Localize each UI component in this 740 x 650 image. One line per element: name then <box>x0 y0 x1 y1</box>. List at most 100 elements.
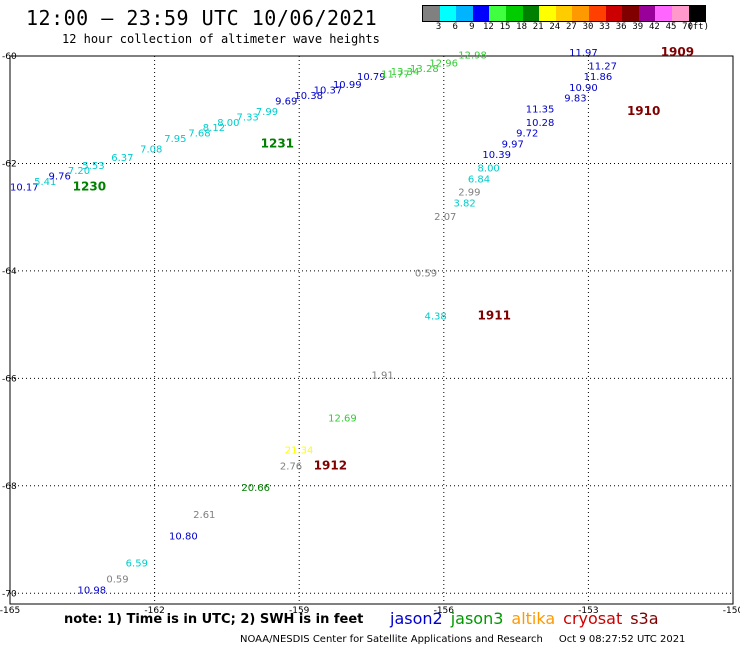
swh-value-label: 0.59 <box>106 575 128 586</box>
pass-time-label: 1911 <box>478 308 511 322</box>
color-scale-label: (ft) <box>687 22 710 32</box>
swh-value-label: 10.17 <box>10 182 39 193</box>
swh-value-label: 7.20 <box>68 166 90 177</box>
swh-value-label: 7.08 <box>140 145 162 156</box>
color-scale-label: 39 <box>632 22 644 32</box>
swh-value-label: 11.86 <box>584 72 613 83</box>
swh-value-label: 10.39 <box>482 150 511 161</box>
color-swatch <box>688 6 706 21</box>
color-swatch <box>439 6 457 21</box>
swh-value-label: 11.97 <box>569 48 598 59</box>
map-grid <box>10 56 733 604</box>
swh-value-label: 12.69 <box>328 413 357 424</box>
swh-value-label: 10.98 <box>77 585 106 596</box>
footer-credit: NOAA/NESDIS Center for Satellite Applica… <box>240 634 543 645</box>
color-scale-label: 6 <box>452 22 458 32</box>
swh-value-label: 11.77 <box>381 69 410 80</box>
swh-value-label: 9.97 <box>502 139 524 150</box>
swh-value-label: 20.66 <box>241 483 270 494</box>
axis-ticks: -165 -162 -159 -156 -153 -150 -60 -62 -64 -66 -68 -… <box>0 52 740 616</box>
swh-value-label: 9.83 <box>564 94 586 105</box>
color-scale-label: 18 <box>516 22 528 32</box>
swh-value-label: 10.99 <box>333 80 362 91</box>
swh-value-label: 2.76 <box>280 462 302 473</box>
color-scale-label: 27 <box>565 22 577 32</box>
color-scale-label: 12 <box>482 22 494 32</box>
swh-value-label: 2.07 <box>434 212 456 223</box>
color-scale-labels: 3 6 9 12 15 18 21 24 27 30 33 36 39 42 45 70 (ft) <box>422 22 740 34</box>
map-frame <box>9 55 734 605</box>
swh-value-label: 9.69 <box>275 96 297 107</box>
legend-jason3: jason3 <box>450 609 504 628</box>
swh-value-label: 11.27 <box>588 61 617 72</box>
lon-tick-label: -153 <box>578 606 598 616</box>
color-swatch <box>489 6 506 21</box>
pass-labels: 1909 1910 1230 1231 1911 1912 <box>73 45 694 473</box>
swh-value-label: 7.68 <box>188 129 210 140</box>
color-swatch <box>505 6 523 21</box>
color-scale-bar <box>422 5 707 22</box>
satellite-legend: jason2 jason3 altika cryosat s3a <box>390 609 667 628</box>
swh-value-label: 13.28 <box>410 64 439 75</box>
color-scale-label: 3 <box>435 22 442 32</box>
swh-value-label: 0.59 <box>415 268 437 279</box>
lon-tick-label: -159 <box>289 606 310 616</box>
lat-tick-label: -70 <box>2 589 17 599</box>
swh-value-label: 10.80 <box>169 532 198 543</box>
swh-value-label: 4.38 <box>425 311 447 322</box>
swh-value-label: 7.95 <box>164 134 186 145</box>
legend-cryosat: cryosat <box>563 609 623 628</box>
lon-tick-label: -156 <box>434 606 455 616</box>
swh-value-label: 2.61 <box>193 510 215 521</box>
swh-value-label: 10.37 <box>314 86 343 97</box>
swh-value-label: 10.28 <box>526 118 555 129</box>
lat-tick-label: -66 <box>2 374 17 384</box>
color-scale-label: 45 <box>665 22 677 32</box>
swh-value-label: 13.34 <box>391 67 420 78</box>
swh-value-label: 5.41 <box>34 177 56 188</box>
color-swatch <box>539 6 556 21</box>
swh-value-label: 9.76 <box>49 172 71 183</box>
swh-value-label: 1.91 <box>372 370 394 381</box>
swh-value-label: 2.99 <box>458 188 480 199</box>
swh-value-label: 7.99 <box>256 107 278 118</box>
lat-tick-label: -60 <box>2 52 17 62</box>
swh-value-label: 10.90 <box>569 83 598 94</box>
color-scale-label: 15 <box>499 22 511 32</box>
color-swatch <box>423 6 440 21</box>
swh-value-label: 11.35 <box>526 104 555 115</box>
swh-value-label: 8.00 <box>217 118 239 129</box>
swh-value-label: 10.38 <box>294 91 323 102</box>
color-swatch <box>456 6 473 21</box>
color-swatch <box>671 6 689 21</box>
swh-value-label: 10.79 <box>357 72 386 83</box>
color-scale-label: 30 <box>582 22 594 32</box>
swh-value-label: 8.12 <box>203 123 225 134</box>
swh-value-label: 3.82 <box>453 198 475 209</box>
swh-value-label: 6.84 <box>468 174 490 185</box>
swh-value-label: 8.00 <box>478 164 500 175</box>
color-scale-label: 9 <box>469 22 475 32</box>
color-swatch <box>638 6 656 21</box>
color-scale-label: 33 <box>599 22 611 32</box>
swh-value-label: 6.37 <box>111 153 133 164</box>
map-subtitle: 12 hour collection of altimeter wave hei… <box>62 32 380 46</box>
footer: NOAA/NESDIS Center for Satellite Applica… <box>240 634 685 645</box>
lat-tick-label: -62 <box>2 159 17 169</box>
units-note: note: 1) Time is in UTC; 2) SWH is in fe… <box>64 612 364 627</box>
swh-value-label: 6.59 <box>126 558 148 569</box>
lon-tick-label: -162 <box>144 606 164 616</box>
color-swatch <box>605 6 623 21</box>
color-scale-label: 36 <box>615 22 627 32</box>
color-scale-label: 24 <box>549 22 561 32</box>
pass-time-label: 1912 <box>314 459 347 473</box>
lat-tick-label: -64 <box>2 267 17 277</box>
map-title: 12:00 — 23:59 UTC 10/06/2021 <box>26 6 378 30</box>
swh-value-label: 7.33 <box>237 112 259 123</box>
legend-altika: altika <box>511 609 556 628</box>
color-scale-label: 42 <box>648 22 660 32</box>
pass-time-label: 1230 <box>73 179 106 193</box>
lat-tick-label: -68 <box>2 482 17 492</box>
lon-tick-label: -150 <box>723 606 740 616</box>
